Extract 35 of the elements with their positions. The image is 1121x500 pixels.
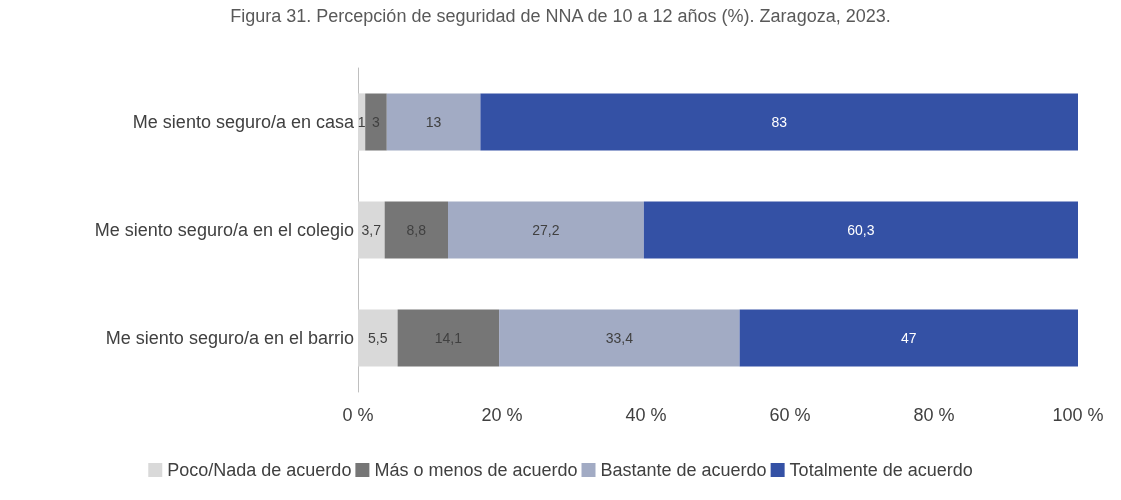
x-tick-label: 60 % bbox=[769, 405, 811, 425]
data-label: 27,2 bbox=[532, 222, 560, 238]
bar bbox=[499, 309, 740, 367]
x-tick-label: 40 % bbox=[625, 405, 667, 425]
data-label: 13 bbox=[425, 114, 442, 130]
bar bbox=[358, 93, 366, 151]
x-tick-label: 0 % bbox=[342, 405, 374, 425]
bar bbox=[384, 201, 448, 259]
y-tick-label: Me siento seguro/a en el barrio bbox=[105, 328, 354, 348]
chart-title: Figura 31. Percepción de seguridad de NNA de 10 a 12 años (%). Zaragoza, 2023. bbox=[230, 6, 891, 26]
bar bbox=[480, 93, 1078, 151]
bar bbox=[739, 309, 1078, 367]
data-label: 83 bbox=[771, 114, 788, 130]
legend-label: Bastante de acuerdo bbox=[600, 460, 767, 480]
bar bbox=[358, 309, 398, 367]
x-tick-label: 100 % bbox=[1052, 405, 1104, 425]
bar bbox=[386, 93, 481, 151]
bar bbox=[365, 93, 387, 151]
bar bbox=[358, 201, 385, 259]
bar bbox=[448, 201, 644, 259]
data-label: 5,5 bbox=[368, 330, 388, 346]
legend-label: Totalmente de acuerdo bbox=[789, 460, 973, 480]
bar bbox=[643, 201, 1078, 259]
y-tick-label: Me siento seguro/a en el colegio bbox=[94, 220, 354, 240]
y-tick-label: Me siento seguro/a en casa bbox=[132, 112, 355, 132]
data-label: 47 bbox=[901, 330, 917, 346]
data-label: 3,7 bbox=[361, 222, 382, 238]
bar bbox=[397, 309, 500, 367]
data-label: 1 bbox=[357, 114, 366, 130]
legend-label: Más o menos de acuerdo bbox=[374, 460, 578, 480]
x-tick-label: 20 % bbox=[481, 405, 523, 425]
data-label: 60,3 bbox=[847, 222, 875, 238]
legend-label: Poco/Nada de acuerdo bbox=[167, 460, 352, 480]
x-tick-label: 80 % bbox=[913, 405, 955, 425]
data-label: 33,4 bbox=[605, 330, 634, 346]
